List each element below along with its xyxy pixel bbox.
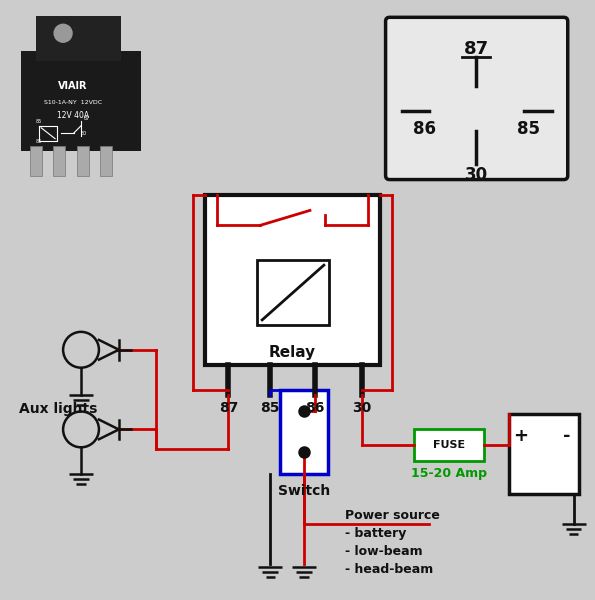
Text: Power source
- battery
- low-beam
- head-beam: Power source - battery - low-beam - head…: [345, 509, 440, 576]
Text: 87: 87: [464, 40, 488, 58]
Bar: [100, 146, 112, 176]
Text: -: -: [563, 427, 571, 445]
Text: 85: 85: [35, 119, 42, 124]
Text: 12V 40A: 12V 40A: [57, 112, 89, 121]
Text: 85: 85: [261, 401, 280, 415]
Text: 86: 86: [35, 139, 42, 144]
Bar: [36, 16, 121, 61]
Text: 30: 30: [352, 401, 371, 415]
Text: 85: 85: [518, 120, 540, 138]
Bar: [77, 146, 89, 176]
Bar: [21, 51, 141, 151]
Text: +: +: [513, 427, 528, 445]
Bar: [30, 146, 42, 176]
Bar: [415, 430, 484, 461]
Circle shape: [54, 24, 72, 42]
Text: 30: 30: [81, 131, 87, 136]
Bar: [205, 196, 380, 365]
Bar: [509, 415, 579, 494]
Text: 87: 87: [218, 401, 238, 415]
Text: Aux lights: Aux lights: [19, 403, 98, 416]
Bar: [280, 389, 328, 474]
Text: S10-1A-NY  12VDC: S10-1A-NY 12VDC: [44, 100, 102, 106]
Bar: [53, 146, 65, 176]
Text: FUSE: FUSE: [433, 440, 465, 451]
Text: 87: 87: [84, 116, 90, 121]
Text: 86: 86: [305, 401, 325, 415]
Bar: [257, 260, 329, 325]
Text: 86: 86: [413, 120, 436, 138]
Text: Relay: Relay: [268, 345, 315, 360]
Text: VIAIR: VIAIR: [58, 81, 88, 91]
Text: Switch: Switch: [278, 484, 330, 498]
Text: 15-20 Amp: 15-20 Amp: [411, 467, 487, 480]
FancyBboxPatch shape: [386, 17, 568, 179]
Text: 30: 30: [465, 166, 488, 184]
